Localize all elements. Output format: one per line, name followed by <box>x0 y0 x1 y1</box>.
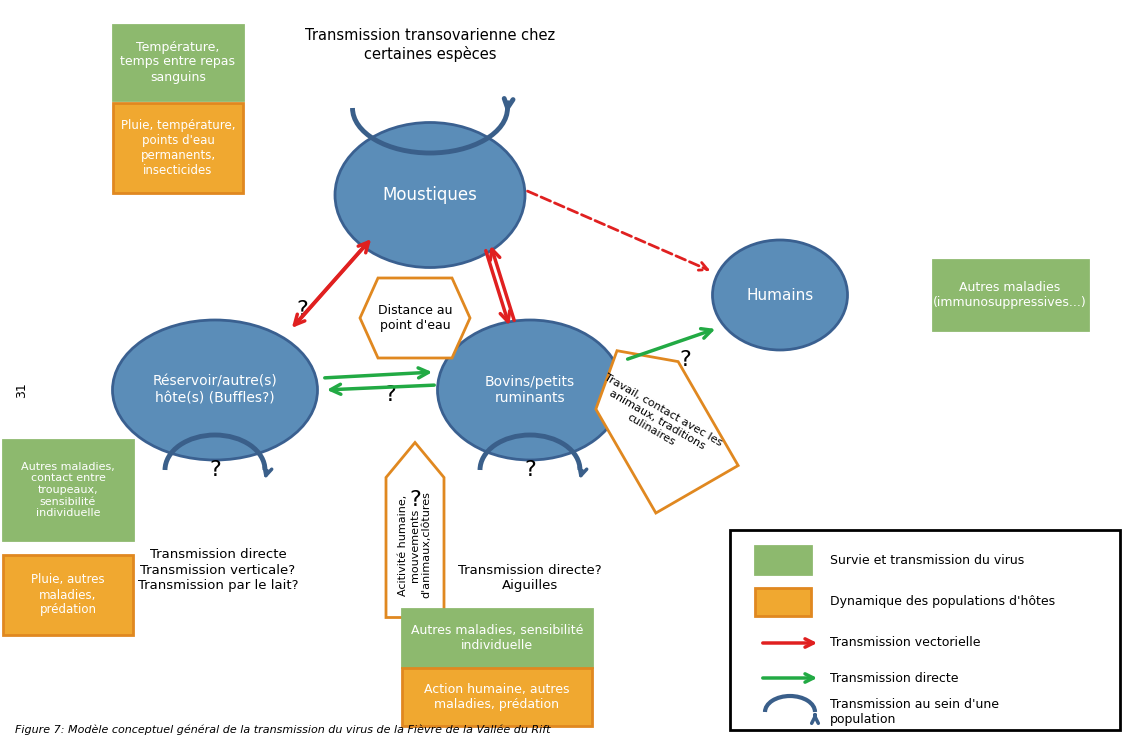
Text: Transmission directe?
Aiguilles: Transmission directe? Aiguilles <box>458 564 602 592</box>
Ellipse shape <box>113 320 317 460</box>
Polygon shape <box>360 278 471 358</box>
Text: Autres maladies,
contact entre
troupeaux,
sensibilité
individuelle: Autres maladies, contact entre troupeaux… <box>21 462 115 519</box>
Bar <box>113 25 243 100</box>
Text: Transmission vectorielle: Transmission vectorielle <box>830 637 981 650</box>
Text: Transmission directe
Transmission verticale?
Transmission par le lait?: Transmission directe Transmission vertic… <box>138 548 298 591</box>
Text: Transmission au sein d'une
population: Transmission au sein d'une population <box>830 698 999 726</box>
Text: Distance au
point d'eau: Distance au point d'eau <box>378 304 452 332</box>
Text: ?: ? <box>524 460 536 480</box>
Text: Travail, contact avec les
animaux, traditions
culinaires: Travail, contact avec les animaux, tradi… <box>590 372 724 468</box>
Text: Acitivité humaine,
mouvements
d'animaux,clôtures: Acitivité humaine, mouvements d'animaux,… <box>399 492 432 598</box>
Text: Pluie, autres
maladies,
prédation: Pluie, autres maladies, prédation <box>31 574 105 617</box>
Bar <box>113 103 243 193</box>
Polygon shape <box>596 350 738 513</box>
Ellipse shape <box>713 240 847 350</box>
Text: 31: 31 <box>16 382 29 398</box>
Text: ?: ? <box>384 385 396 405</box>
Text: Température,
temps entre repas
sanguins: Température, temps entre repas sanguins <box>121 40 235 83</box>
Text: Survie et transmission du virus: Survie et transmission du virus <box>830 554 1024 566</box>
Text: ?: ? <box>409 490 421 510</box>
Bar <box>730 530 1120 730</box>
Text: Action humaine, autres
maladies, prédation: Action humaine, autres maladies, prédati… <box>424 683 570 711</box>
Text: Humains: Humains <box>747 287 813 303</box>
Text: ?: ? <box>679 350 691 370</box>
Text: ?: ? <box>209 460 220 480</box>
Bar <box>755 588 811 616</box>
Text: Transmission directe: Transmission directe <box>830 672 958 684</box>
Text: Autres maladies
(immunosuppressives...): Autres maladies (immunosuppressives...) <box>933 281 1087 309</box>
Bar <box>933 260 1087 330</box>
Bar <box>3 555 132 635</box>
Ellipse shape <box>335 123 525 268</box>
Ellipse shape <box>437 320 622 460</box>
Text: Réservoir/autre(s)
hôte(s) (Buffles?): Réservoir/autre(s) hôte(s) (Buffles?) <box>153 375 278 405</box>
Text: ?: ? <box>296 300 308 320</box>
Text: Pluie, température,
points d'eau
permanents,
insecticides: Pluie, température, points d'eau permane… <box>121 119 235 177</box>
Bar <box>402 609 592 667</box>
Bar <box>755 546 811 574</box>
Text: Transmission transovarienne chez
certaines espèces: Transmission transovarienne chez certain… <box>305 28 555 62</box>
Text: Dynamique des populations d'hôtes: Dynamique des populations d'hôtes <box>830 595 1055 609</box>
Text: Figure 7: Modèle conceptuel général de la transmission du virus de la Fièvre de : Figure 7: Modèle conceptuel général de l… <box>15 725 550 735</box>
Text: Moustiques: Moustiques <box>383 186 477 204</box>
Text: Autres maladies, sensibilité
individuelle: Autres maladies, sensibilité individuell… <box>411 624 584 652</box>
Bar <box>402 668 592 726</box>
Text: Bovins/petits
ruminants: Bovins/petits ruminants <box>485 375 576 405</box>
Polygon shape <box>386 443 444 618</box>
Bar <box>3 440 132 540</box>
